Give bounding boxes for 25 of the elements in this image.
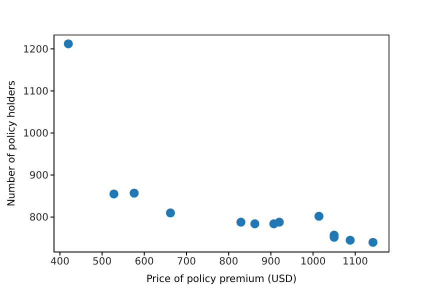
y-tick-label: 1200 [23, 44, 48, 56]
x-tick-label: 700 [176, 256, 196, 268]
point [64, 39, 73, 48]
point [236, 218, 246, 227]
x-tick-label: 400 [50, 256, 70, 268]
point [346, 236, 355, 245]
point [109, 189, 118, 198]
point [314, 212, 324, 221]
x-axis-title: Price of policy premium (USD) [146, 274, 297, 285]
y-tick-label: 800 [29, 212, 48, 224]
y-axis-title: Number of policy holders [6, 80, 18, 206]
x-tick-label: 800 [219, 256, 238, 268]
x-tick-label: 1100 [342, 256, 368, 268]
x-tick-label: 900 [261, 256, 280, 268]
y-tick-label: 1000 [23, 128, 48, 140]
y-tick-label: 900 [29, 170, 48, 182]
point [274, 218, 284, 227]
point [250, 219, 260, 228]
x-tick-label: 600 [134, 256, 154, 268]
point [130, 188, 139, 198]
point [166, 208, 175, 218]
x-tick-label: 1000 [300, 256, 326, 268]
y-tick-label: 1100 [23, 86, 48, 98]
x-tick-label: 500 [92, 256, 112, 268]
point [368, 238, 378, 247]
